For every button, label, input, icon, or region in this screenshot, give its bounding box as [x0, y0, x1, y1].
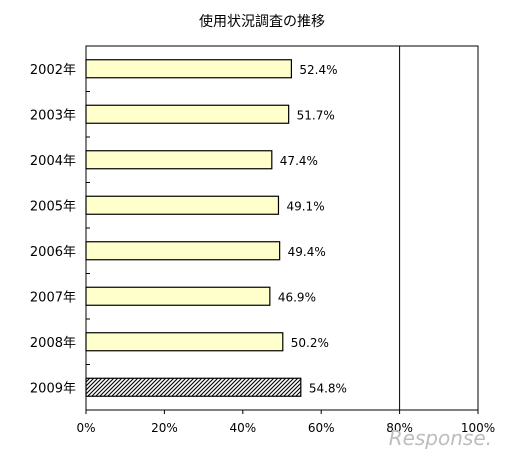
data-label: 46.9%: [278, 290, 316, 304]
category-label: 2008年: [30, 336, 76, 351]
category-label: 2005年: [30, 199, 76, 214]
data-label: 47.4%: [280, 154, 318, 168]
data-label: 49.4%: [288, 245, 326, 259]
category-label: 2004年: [30, 154, 76, 169]
x-tick-label: 20%: [151, 421, 178, 435]
plot-area: 0% 20% 40% 60% 80% 100% 2002年 52.4% 2003年 51.7% 20…: [30, 45, 495, 435]
watermark-logo: Response.: [389, 426, 492, 450]
x-tick-label: 40%: [229, 421, 256, 435]
category-label: 2002年: [30, 63, 76, 78]
bar-highlighted: [85, 377, 302, 397]
bar: [85, 286, 271, 306]
data-label: 49.1%: [286, 199, 324, 213]
bar: [85, 195, 280, 215]
bar: [85, 241, 281, 261]
bar: [85, 150, 273, 170]
category-label: 2006年: [30, 245, 76, 260]
data-label: 50.2%: [291, 336, 329, 350]
category-label: 2007年: [30, 290, 76, 305]
bar: [85, 332, 284, 352]
chart-title: 使用状況調査の推移: [199, 13, 325, 30]
x-tick-label: 100%: [461, 421, 495, 435]
data-label: 52.4%: [299, 63, 337, 77]
x-tick-label: 80%: [386, 421, 413, 435]
bar: [85, 59, 293, 79]
plot-frame: [85, 45, 479, 411]
x-tick-label: 60%: [308, 421, 335, 435]
bar: [85, 104, 290, 124]
data-label: 54.8%: [309, 381, 347, 395]
x-tick-label: 0%: [76, 421, 95, 435]
category-label: 2003年: [30, 108, 76, 123]
data-label: 51.7%: [297, 108, 335, 122]
category-label: 2009年: [30, 381, 76, 396]
